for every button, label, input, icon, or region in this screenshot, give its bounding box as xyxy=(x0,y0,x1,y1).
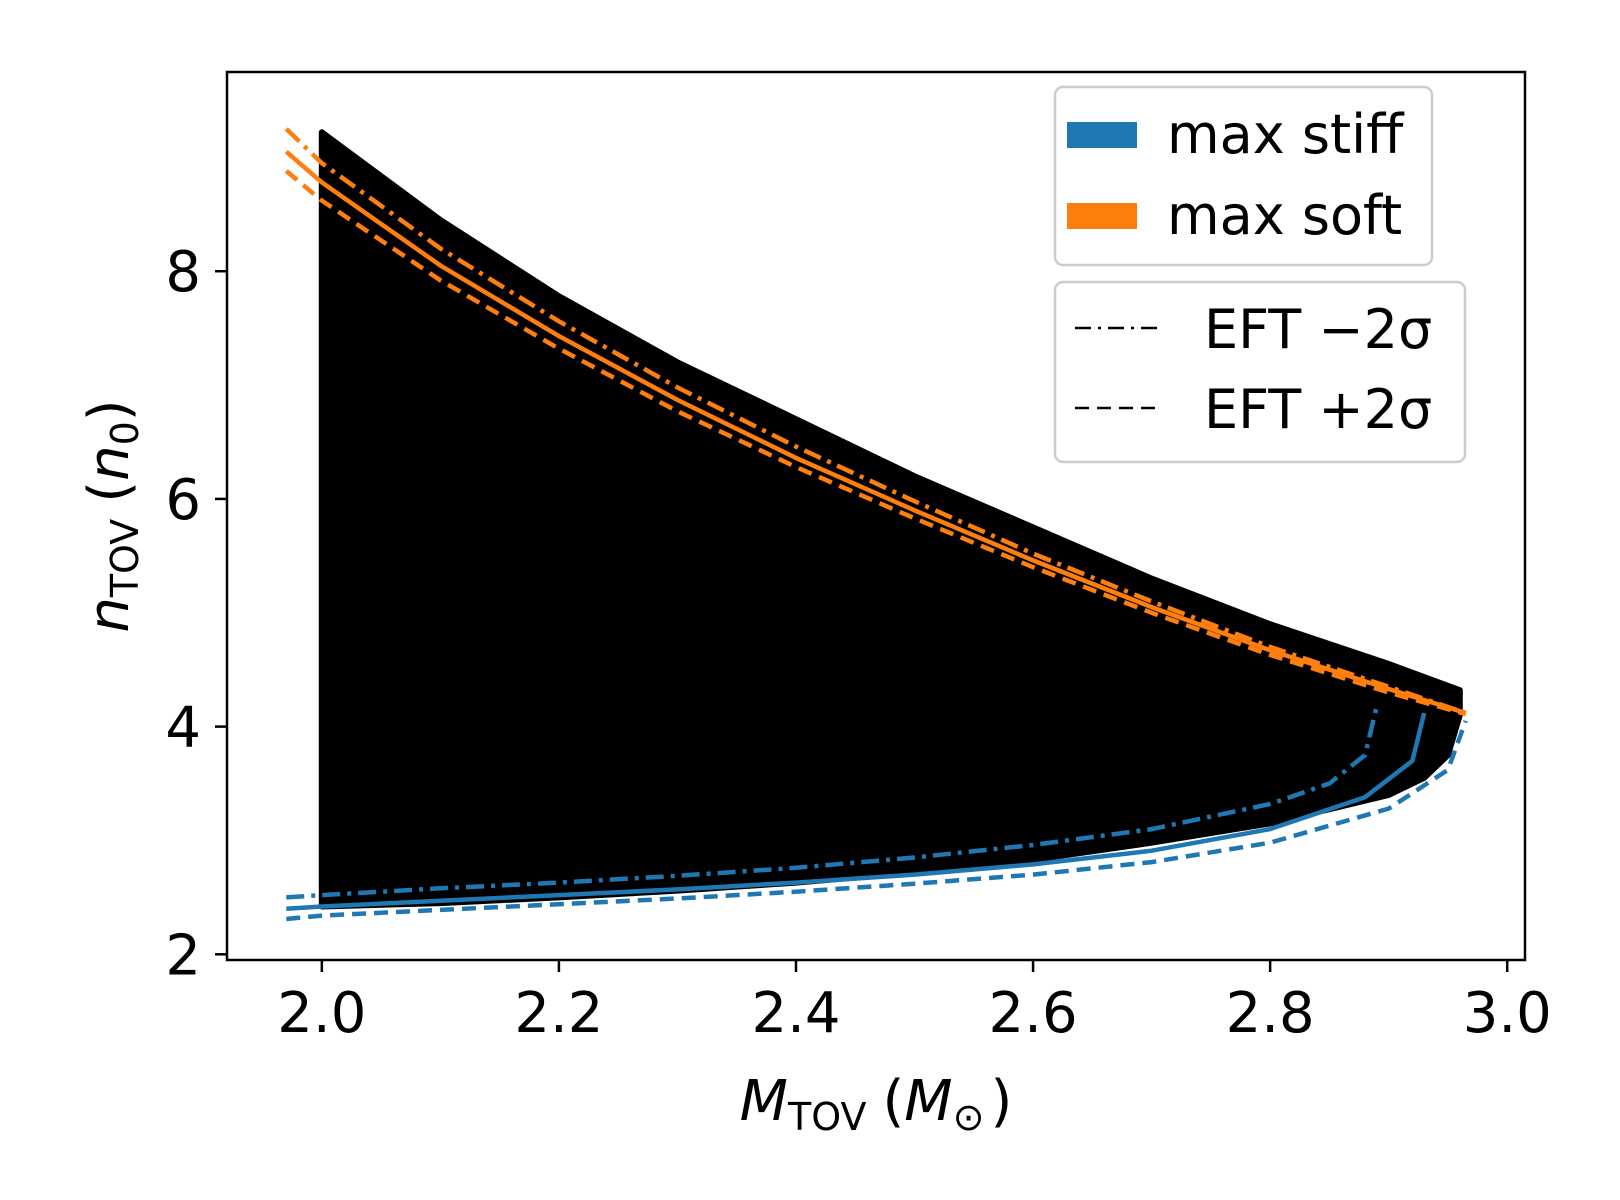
x-tick-label: 2.4 xyxy=(751,981,840,1046)
x-tick-label: 3.0 xyxy=(1463,981,1552,1046)
legend-colors-frame xyxy=(1053,85,1434,267)
series-line-stiff-dashed xyxy=(286,720,1468,922)
series-layer xyxy=(284,127,1468,922)
x-axis-label: MTOV (M⊙) xyxy=(740,1069,1013,1139)
legend-label-max-stiff: max stiff xyxy=(1167,103,1405,166)
x-tick-label: 2.6 xyxy=(989,981,1078,1046)
plot-frame xyxy=(225,70,1527,962)
x-axis: 2.0 2.2 2.4 2.6 2.8 3.0 xyxy=(277,960,1552,1046)
legend-swatch-max-stiff xyxy=(1067,122,1137,148)
legend-label-eft-minus: EFT −2σ xyxy=(1204,298,1432,361)
y-axis: 2 4 6 8 xyxy=(165,240,227,988)
x-tick-label: 2.0 xyxy=(277,981,366,1046)
series-line-soft-dashed xyxy=(284,169,1467,717)
series-line-stiff-solid xyxy=(286,712,1427,912)
series-line-soft-dashdot xyxy=(284,127,1467,716)
legend-swatch-max-soft xyxy=(1067,203,1137,229)
series-line-stiff-dashdot xyxy=(286,705,1379,900)
y-tick-label: 6 xyxy=(165,468,201,533)
legend-colors: max stiff max soft xyxy=(1053,85,1434,267)
y-axis-label: nTOV(n0) xyxy=(77,399,147,632)
y-tick-label: 8 xyxy=(165,240,201,305)
y-tick-label: 2 xyxy=(165,923,201,988)
x-tick-label: 2.8 xyxy=(1226,981,1315,1046)
legend-label-max-soft: max soft xyxy=(1167,184,1402,247)
legend-label-eft-plus: EFT +2σ xyxy=(1204,378,1432,441)
y-tick-label: 4 xyxy=(165,696,201,761)
series-line-soft-solid xyxy=(284,149,1467,716)
legend-styles-frame xyxy=(1053,280,1467,464)
legend-styles: EFT −2σ EFT +2σ xyxy=(1053,280,1467,464)
x-tick-label: 2.2 xyxy=(514,981,603,1046)
